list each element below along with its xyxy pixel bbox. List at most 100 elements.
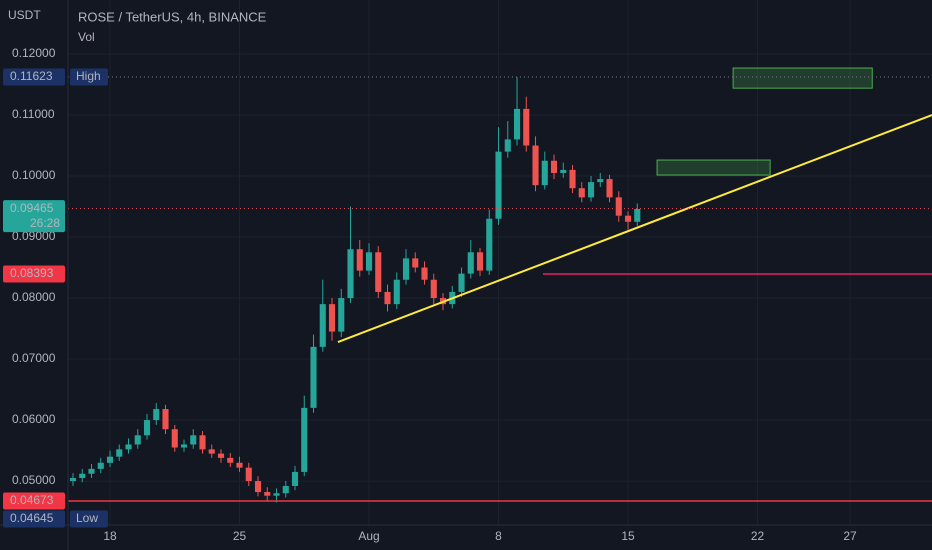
x-tick-label: 8: [495, 529, 502, 543]
candle-body: [513, 108, 521, 140]
candle-body: [106, 456, 114, 463]
price-label-box: [3, 200, 65, 233]
candle-body: [153, 409, 160, 421]
candle-body: [356, 249, 363, 271]
x-tick-label: 27: [843, 529, 857, 543]
candle-body: [486, 218, 493, 271]
candle-body: [162, 409, 169, 430]
candle-body: [587, 182, 595, 198]
candle-body: [384, 291, 391, 305]
candle-body: [634, 208, 641, 222]
candle-body: [190, 435, 197, 445]
y-tick-label: 0.08000: [12, 290, 56, 304]
zone-box: [656, 159, 771, 176]
candle-body: [347, 249, 354, 299]
candle-body: [291, 471, 299, 486]
axes: 0.12000 0.11000 0.10000 0.09000 0.08000 0.070…: [3, 46, 857, 543]
price-label-tag: 26:28: [30, 216, 60, 230]
candle-body: [171, 429, 178, 448]
chart-title: ROSE / TetherUS, 4h, BINANCE: [78, 9, 267, 24]
candle-body: [467, 252, 474, 274]
candle-body: [254, 481, 262, 493]
candle-body: [606, 179, 613, 198]
candle-body: [430, 279, 437, 299]
candle-body: [532, 145, 539, 186]
candle-body: [125, 444, 132, 450]
price-label-tag: Low: [76, 511, 98, 525]
candle-body: [523, 108, 530, 146]
candle-body: [301, 407, 308, 472]
axis-unit: USDT: [8, 8, 41, 22]
candle-body: [421, 267, 428, 280]
price-label-box: [3, 68, 65, 86]
candle-body: [569, 169, 576, 189]
y-tick-label: 0.10000: [12, 168, 56, 182]
price-label-box: [3, 265, 65, 283]
zone-box: [732, 67, 873, 89]
candle-body: [245, 467, 252, 482]
candle-body: [69, 478, 77, 482]
price-label: 0.09465: [10, 201, 54, 215]
price-label: 0.04673: [10, 493, 54, 507]
candle-body: [624, 215, 632, 222]
candle-body: [597, 179, 604, 183]
price-label: 0.08393: [10, 266, 54, 280]
candle-body: [264, 492, 271, 496]
candle-body: [550, 160, 558, 173]
y-tick-label: 0.06000: [12, 412, 56, 426]
candle-body: [402, 258, 410, 280]
candle-body: [217, 453, 225, 458]
candle-body: [560, 169, 567, 173]
y-tick-label: 0.05000: [12, 473, 56, 487]
candle-body: [578, 188, 585, 198]
candle-body: [615, 197, 622, 216]
price-label-tag-box: [70, 510, 108, 528]
candle-body: [88, 468, 95, 474]
candle-body: [134, 435, 141, 445]
price-label-tag: High: [76, 69, 101, 83]
y-tick-label: 0.12000: [12, 46, 56, 60]
price-label: 0.11623: [10, 69, 53, 83]
subtitle: Vol: [78, 30, 95, 44]
candle-body: [236, 462, 243, 468]
y-tick-label: 0.09000: [12, 229, 56, 243]
candle-body: [97, 462, 104, 469]
candle-body: [338, 298, 345, 332]
candle-body: [495, 151, 502, 219]
candle-body: [393, 279, 400, 305]
candle-body: [79, 473, 86, 479]
price-label-box: [3, 510, 65, 528]
candle-body: [143, 420, 151, 436]
candle-body: [282, 485, 289, 494]
y-tick-label: 0.11000: [12, 107, 55, 121]
candle-body: [199, 435, 206, 450]
price-label-tag-box: [70, 68, 108, 86]
candle-body: [227, 457, 234, 463]
candle-body: [365, 252, 373, 271]
candle-body: [180, 444, 188, 448]
candle-body: [375, 252, 382, 292]
candle-body: [412, 258, 419, 268]
candle-body: [208, 449, 215, 454]
candle-body: [273, 493, 280, 496]
candle-body: [476, 252, 484, 271]
y-tick-label: 0.07000: [12, 351, 56, 365]
candle-body: [458, 273, 465, 292]
price-label: 0.04645: [10, 511, 54, 525]
x-tick-label: 22: [751, 529, 765, 543]
candle-body: [541, 160, 548, 186]
candle-body: [310, 346, 317, 408]
x-tick-label: 25: [233, 529, 247, 543]
plot-area: [68, 67, 932, 503]
trend-line: [337, 114, 932, 343]
candle-body: [116, 449, 123, 457]
x-tick-label: 18: [103, 529, 117, 543]
x-tick-label: 15: [621, 529, 635, 543]
x-tick-label: Aug: [358, 529, 379, 543]
candle-body: [328, 304, 336, 332]
candle-body: [319, 304, 326, 347]
price-label-box: [3, 492, 65, 510]
candle-body: [504, 139, 511, 152]
